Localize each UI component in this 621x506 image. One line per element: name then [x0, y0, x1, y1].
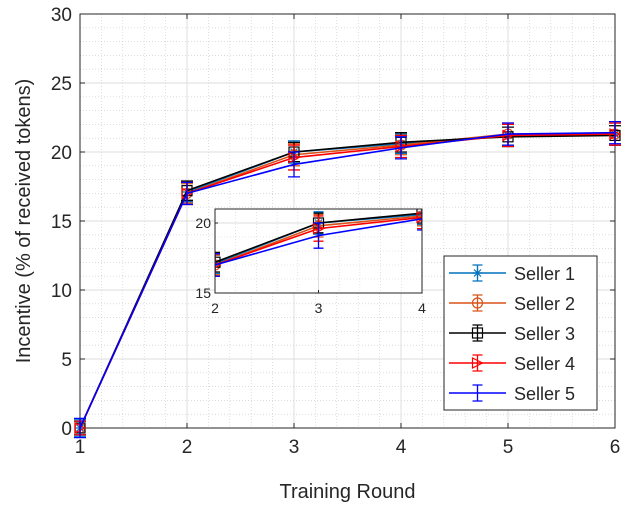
series-line	[79, 131, 616, 429]
y-tick-label: 20	[51, 143, 72, 164]
legend-marker	[471, 327, 484, 339]
inset-x-tick-label: 4	[418, 300, 426, 316]
legend-label: Seller 2	[514, 294, 575, 314]
main-series	[74, 120, 621, 439]
x-tick-label: 3	[289, 437, 300, 458]
legend-error-bar	[472, 354, 483, 372]
series-seller-5	[74, 120, 621, 439]
error-bar	[417, 209, 422, 230]
error-bar	[395, 136, 407, 160]
y-axis-label: Incentive (% of received tokens)	[13, 79, 35, 364]
inset-y-tick-label: 15	[195, 285, 211, 301]
legend: Seller 1 Seller 2 Seller 3 Seller 4 Seller 5	[443, 255, 598, 411]
legend-error-bar	[472, 384, 483, 402]
error-bar	[502, 122, 514, 146]
error-bar	[417, 209, 422, 224]
error-bar	[288, 151, 300, 178]
y-tick-label: 5	[61, 350, 72, 371]
error-bar	[181, 181, 193, 206]
inset-x-tick-label: 2	[211, 300, 219, 316]
inset-tick-marks	[214, 222, 423, 294]
x-tick-label: 2	[182, 437, 193, 458]
y-tick-label: 25	[51, 74, 72, 95]
inset-x-tick-label: 3	[315, 300, 323, 316]
y-tick-label: 15	[51, 212, 72, 233]
error-bar	[417, 209, 422, 226]
error-bar	[215, 253, 220, 277]
error-bar	[74, 417, 86, 439]
error-bar	[417, 209, 422, 231]
y-tick-label: 0	[61, 419, 72, 440]
x-tick-label: 1	[75, 437, 86, 458]
legend-label: Seller 3	[514, 324, 575, 344]
legend-item-seller-5: Seller 5	[449, 384, 575, 404]
legend-item-seller-1: Seller 1	[449, 264, 575, 284]
legend-items: Seller 1 Seller 2 Seller 3 Seller 4 Seller 5	[449, 264, 575, 404]
inset-y-tick-label: 20	[195, 215, 211, 231]
x-tick-labels: 1 2 3 4 5 6	[75, 437, 621, 458]
legend-marker	[471, 297, 484, 309]
series-seller-5	[215, 209, 422, 277]
error-bar	[215, 251, 220, 273]
error-bar	[215, 254, 220, 276]
y-tick-label: 10	[51, 281, 72, 302]
inset-series	[215, 209, 422, 277]
series-line	[79, 134, 616, 429]
data-point	[215, 256, 221, 268]
error-bar	[313, 222, 324, 249]
legend-label: Seller 4	[514, 354, 575, 374]
legend-marker	[472, 268, 483, 278]
legend-item-seller-3: Seller 3	[449, 324, 575, 344]
legend-label: Seller 5	[514, 384, 575, 404]
data-point	[416, 211, 422, 224]
x-tick-label: 6	[610, 437, 621, 458]
y-tick-labels: 0 5 10 15 20 25 30	[51, 5, 72, 440]
main-tick-marks	[79, 13, 616, 429]
y-tick-label: 30	[51, 5, 72, 26]
legend-marker	[471, 357, 484, 369]
x-tick-label: 5	[503, 437, 514, 458]
x-axis-label: Training Round	[279, 481, 415, 503]
legend-item-seller-4: Seller 4	[449, 354, 575, 374]
x-tick-label: 4	[396, 437, 407, 458]
legend-item-seller-2: Seller 2	[449, 294, 575, 314]
error-bar	[417, 209, 422, 227]
error-bar	[609, 120, 621, 145]
legend-label: Seller 1	[514, 264, 575, 284]
inset-x-tick-labels: 2 3 4	[211, 300, 426, 316]
